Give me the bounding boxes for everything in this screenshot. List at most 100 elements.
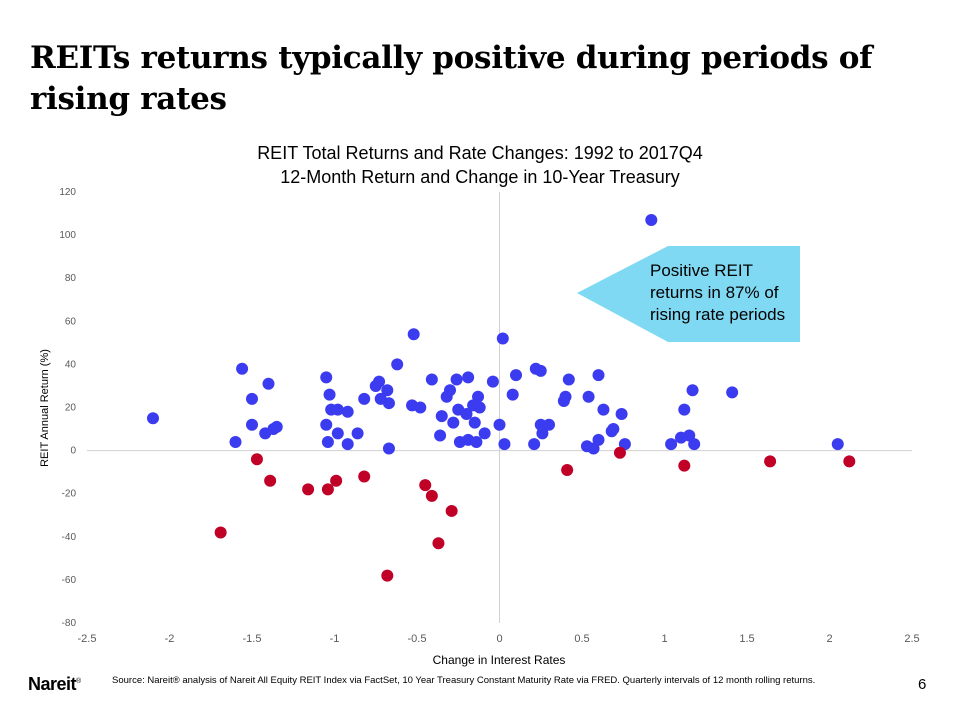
positive-return-point: [665, 438, 678, 451]
x-tick-label: 0: [496, 633, 502, 645]
negative-return-point: [432, 537, 445, 550]
negative-return-point: [843, 455, 856, 468]
chart-title: REIT Total Returns and Rate Changes: 199…: [257, 143, 703, 163]
positive-return-point: [534, 364, 547, 377]
positive-return-point: [373, 375, 386, 388]
x-tick-label: -2.5: [78, 633, 97, 645]
negative-return-point: [561, 463, 574, 476]
negative-return-point: [419, 479, 432, 492]
positive-return-point: [270, 420, 283, 433]
positive-return-point: [447, 416, 460, 429]
positive-return-point: [462, 371, 475, 384]
positive-return-point: [562, 373, 575, 386]
positive-return-point: [473, 401, 486, 414]
y-axis-title: REIT Annual Return (%): [39, 349, 51, 467]
x-tick-label: -2: [165, 633, 175, 645]
negative-return-point: [330, 474, 343, 487]
positive-return-point: [460, 407, 473, 420]
source-note: Source: Nareit® analysis of Nareit All E…: [112, 675, 816, 686]
positive-return-point: [321, 435, 334, 448]
positive-return-point: [493, 418, 506, 431]
positive-return-point: [688, 438, 701, 451]
chart-subtitle: 12-Month Return and Change in 10-Year Tr…: [280, 167, 680, 187]
callout-arrow: [577, 246, 800, 342]
positive-return-point: [229, 435, 242, 448]
positive-return-point: [686, 384, 699, 397]
positive-return-point: [320, 371, 333, 384]
nareit-logo: Nareit®: [28, 674, 81, 695]
x-tick-label: 1: [661, 633, 667, 645]
positive-return-point: [543, 418, 555, 431]
x-tick-label: 2.5: [904, 633, 919, 645]
y-tick-label: 0: [70, 446, 76, 457]
negative-return-point: [250, 453, 263, 466]
callout-layer: [577, 246, 800, 342]
positive-return-point: [262, 377, 275, 390]
positive-return-point: [597, 403, 610, 416]
positive-return-point: [468, 416, 481, 429]
positive-return-point: [425, 373, 438, 386]
positive-return-point: [320, 418, 333, 431]
x-axis-title: Change in Interest Rates: [433, 653, 566, 667]
y-tick-label: -40: [62, 532, 77, 543]
page-number: 6: [918, 676, 927, 693]
positive-return-point: [470, 435, 483, 448]
y-tick-label: 60: [65, 316, 77, 327]
positive-return-point: [478, 427, 491, 440]
y-tick-label: 80: [65, 273, 77, 284]
y-tick-label: 100: [59, 230, 76, 241]
x-tick-label: 1.5: [739, 633, 754, 645]
positive-return-point: [147, 412, 159, 425]
negative-return-point: [302, 483, 315, 496]
positive-return-point: [435, 410, 448, 423]
positive-return-point: [592, 433, 605, 446]
positive-return-point: [536, 427, 549, 440]
positive-return-point: [331, 427, 344, 440]
y-tick-label: -20: [62, 489, 77, 500]
x-tick-label: -1: [330, 633, 340, 645]
positive-return-point: [528, 438, 541, 451]
negative-return-point: [613, 446, 626, 459]
positive-return-point: [358, 392, 371, 405]
positive-return-point: [414, 401, 427, 414]
positive-return-point: [331, 403, 344, 416]
logo-registered-mark: ®: [76, 678, 81, 685]
chart-title-block: REIT Total Returns and Rate Changes: 199…: [170, 141, 790, 189]
y-tick-label: -80: [62, 618, 77, 629]
positive-return-point: [381, 384, 394, 397]
y-tick-label: 20: [65, 403, 77, 414]
positive-return-point: [341, 438, 354, 451]
positive-return-point: [615, 407, 628, 420]
positive-return-point: [407, 328, 420, 341]
axes-layer: [87, 192, 912, 623]
positive-return-point: [496, 332, 509, 345]
positive-return-point: [607, 423, 620, 436]
positive-return-point: [472, 390, 485, 403]
y-tick-label: 40: [65, 359, 77, 370]
positive-return-point: [506, 388, 519, 401]
negative-return-point: [321, 483, 334, 496]
positive-return-point: [382, 442, 395, 455]
positive-return-point: [341, 405, 354, 418]
positive-return-point: [645, 214, 658, 227]
x-tick-label: -1.5: [243, 633, 262, 645]
positive-return-point: [351, 427, 364, 440]
x-tick-label: 0.5: [574, 633, 589, 645]
positive-return-point: [246, 418, 258, 431]
positive-return-point: [434, 429, 447, 442]
logo-text: Nareit: [28, 674, 77, 694]
positive-return-point: [444, 384, 456, 397]
positive-return-point: [246, 392, 258, 405]
positive-return-point: [559, 390, 572, 403]
positive-return-point: [391, 358, 404, 371]
positive-return-point: [726, 386, 739, 399]
positive-return-point: [831, 438, 844, 451]
points-layer: [147, 214, 856, 582]
x-tick-label: 2: [826, 633, 832, 645]
negative-return-point: [381, 569, 394, 582]
y-tick-label: -60: [62, 575, 77, 586]
negative-return-point: [264, 474, 277, 487]
positive-return-point: [582, 390, 595, 403]
